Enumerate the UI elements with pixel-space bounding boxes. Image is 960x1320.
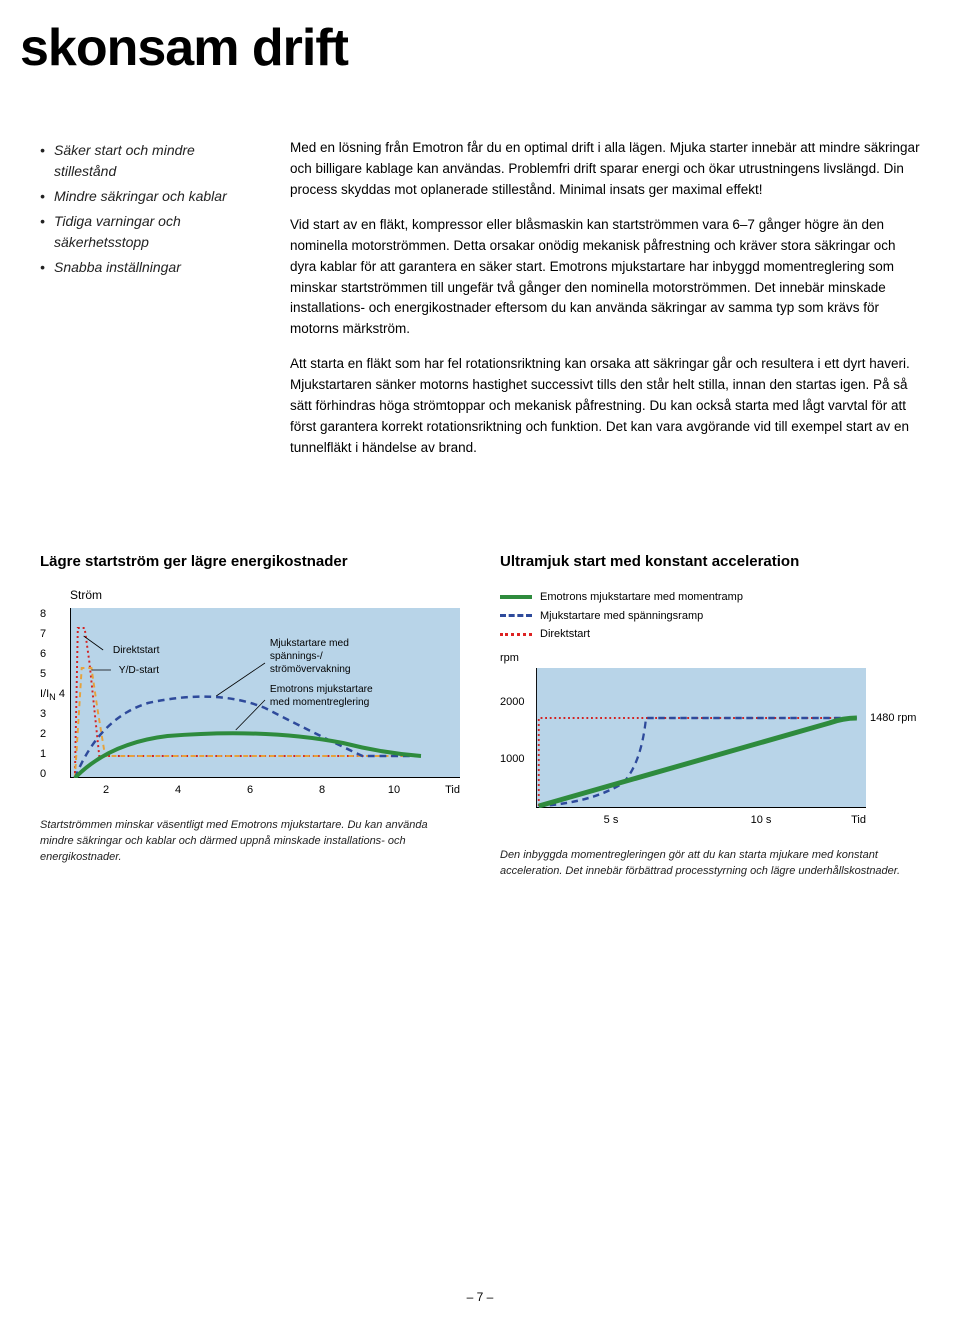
paragraph: Att starta en fläkt som har fel rotation… [290, 354, 920, 459]
ytick: 1 [40, 748, 46, 760]
xtick: 10 s [686, 814, 836, 826]
bullet-list: Säker start och mindre stillestånd Mindr… [40, 138, 260, 473]
xtick: 5 s [536, 814, 686, 826]
svg-text:Mjukstartare med: Mjukstartare med [270, 638, 349, 649]
chart1-canvas: Direktstart Y/D-start Mjukstartare med s… [70, 608, 460, 778]
page-title: skonsam drift [0, 0, 960, 78]
x-axis-label: Tid [430, 784, 460, 796]
ytick: 7 [40, 628, 46, 640]
chart1-caption: Startströmmen minskar väsentligt med Emo… [40, 818, 460, 866]
chart-right: Ultramjuk start med konstant acceleratio… [500, 553, 920, 880]
ytick: I/IN 4 [40, 688, 65, 702]
paragraph: Vid start av en fläkt, kompressor eller … [290, 215, 920, 341]
chart1-yaxis-label: Ström [70, 588, 460, 602]
chart2-right-label: 1480 rpm [870, 712, 916, 724]
svg-text:Emotrons mjukstartare: Emotrons mjukstartare [270, 684, 373, 695]
ytick: 0 [40, 768, 46, 780]
body-text: Med en lösning från Emotron får du en op… [290, 138, 920, 473]
bullet-item: Mindre säkringar och kablar [40, 184, 260, 209]
svg-text:med momentreglering: med momentreglering [270, 697, 370, 708]
bullet-item: Säker start och mindre stillestånd [40, 138, 260, 184]
ytick: 2000 [500, 696, 524, 708]
svg-text:strömövervakning: strömövervakning [270, 664, 351, 675]
chart-title-right: Ultramjuk start med konstant acceleratio… [500, 553, 920, 570]
content-row: Säker start och mindre stillestånd Mindr… [0, 78, 960, 473]
legend-label: Emotrons mjukstartare med momentramp [540, 588, 743, 607]
label-direct: Direktstart [113, 645, 160, 656]
paragraph: Med en lösning från Emotron får du en op… [290, 138, 920, 201]
chart2-caption: Den inbyggda momentregleringen gör att d… [500, 848, 920, 880]
ytick: 3 [40, 708, 46, 720]
svg-text:spännings-/: spännings-/ [270, 651, 323, 662]
chart2-legend: Emotrons mjukstartare med momentramp Mju… [500, 588, 920, 644]
ytick: 2 [40, 728, 46, 740]
ytick: 1000 [500, 753, 524, 765]
ytick: 5 [40, 668, 46, 680]
xtick: 8 [286, 784, 358, 796]
bullet-item: Tidiga varningar och säkerhetsstopp [40, 209, 260, 255]
xtick: 6 [214, 784, 286, 796]
chart-title-left: Lägre startström ger lägre energikostnad… [40, 553, 460, 570]
ytick: 8 [40, 608, 46, 620]
swatch-solid [500, 595, 532, 599]
swatch-dot [500, 633, 532, 636]
legend-label: Mjukstartare med spänningsramp [540, 607, 703, 626]
chart2-yaxis-label: rpm [500, 652, 920, 664]
chart-left: Lägre startström ger lägre energikostnad… [40, 553, 460, 880]
charts-row: Lägre startström ger lägre energikostnad… [0, 473, 960, 880]
swatch-dash [500, 614, 532, 617]
xtick: 10 [358, 784, 430, 796]
bullet-item: Snabba inställningar [40, 255, 260, 280]
xtick: 4 [142, 784, 214, 796]
page-number: – 7 – [0, 1290, 960, 1304]
label-yd: Y/D-start [119, 665, 159, 676]
xtick: 2 [70, 784, 142, 796]
legend-label: Direktstart [540, 625, 590, 644]
x-axis-label: Tid [836, 814, 866, 826]
ytick: 6 [40, 648, 46, 660]
chart2-canvas [536, 668, 866, 808]
